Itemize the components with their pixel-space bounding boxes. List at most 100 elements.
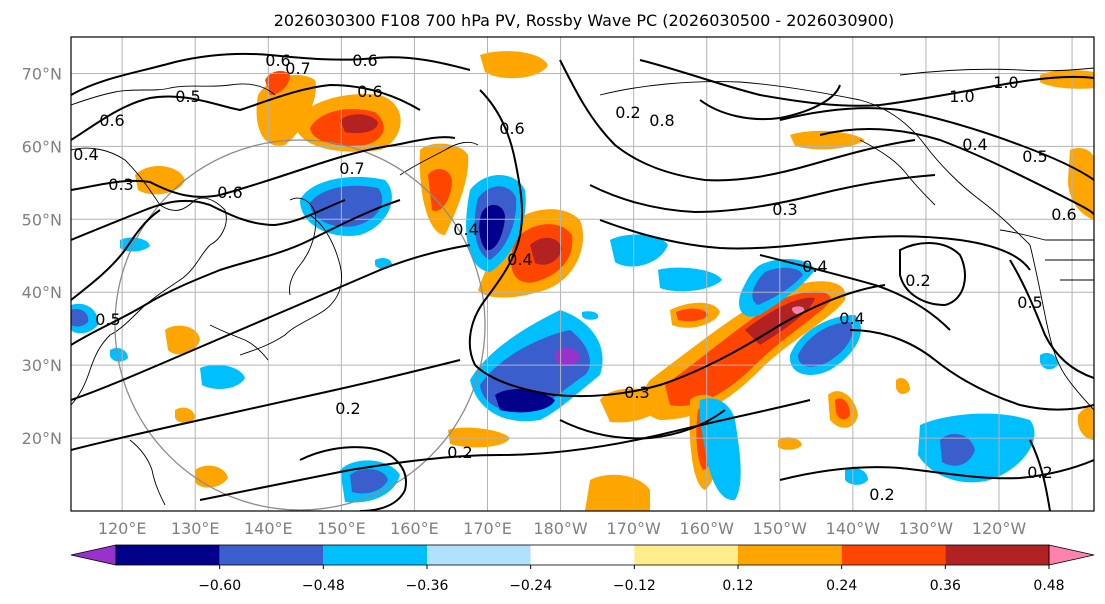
lon-label: 170°E bbox=[463, 519, 512, 538]
latitude-labels: 70°N 60°N 50°N 40°N 30°N 20°N bbox=[22, 64, 62, 448]
anomaly-blob-pos bbox=[778, 437, 802, 450]
contour-label: 0.5 bbox=[1022, 147, 1047, 166]
coastline bbox=[1045, 259, 1094, 281]
contour-line bbox=[71, 209, 161, 301]
contour-line bbox=[699, 84, 841, 121]
lon-label: 130°E bbox=[171, 519, 220, 538]
coastline bbox=[289, 197, 317, 296]
lat-label: 20°N bbox=[22, 429, 62, 448]
anomaly-blob-neg bbox=[752, 267, 803, 305]
contour-label: 0.6 bbox=[499, 119, 524, 138]
lon-label: 140°E bbox=[244, 519, 293, 538]
anomaly-blob-neg bbox=[71, 308, 89, 327]
contour-label: 0.2 bbox=[1027, 463, 1052, 482]
lon-label: 160°W bbox=[680, 519, 735, 538]
contour-line bbox=[639, 59, 1094, 107]
anomaly-blob-pos bbox=[428, 168, 452, 211]
colorbar-tick-label: 0.12 bbox=[722, 578, 753, 594]
contour-line bbox=[71, 359, 461, 451]
colorbar-tick-label: −0.60 bbox=[198, 578, 241, 594]
contour-label: 0.5 bbox=[95, 310, 120, 329]
lon-label: 170°W bbox=[606, 519, 661, 538]
contour-label: 0.3 bbox=[772, 200, 797, 219]
contour-line bbox=[71, 136, 456, 198]
lat-label: 60°N bbox=[22, 137, 62, 156]
anomaly-blob-neg bbox=[350, 468, 388, 494]
lat-label: 30°N bbox=[22, 356, 62, 375]
anomaly-blob-neg bbox=[555, 347, 580, 366]
contour-label: 0.7 bbox=[339, 159, 364, 178]
colorbar-segment bbox=[323, 545, 427, 565]
anomaly-blob-pos bbox=[676, 308, 708, 322]
colorbar-segment bbox=[945, 545, 1049, 565]
anomaly-blob-neg bbox=[918, 413, 1035, 483]
contour-label: 0.6 bbox=[217, 183, 242, 202]
contour-line bbox=[468, 89, 524, 366]
anomaly-blob-pos bbox=[530, 237, 562, 265]
lon-label: 120°W bbox=[972, 519, 1027, 538]
lon-label: 140°W bbox=[826, 519, 881, 538]
anomaly-blob-pos bbox=[896, 378, 910, 394]
coastline bbox=[71, 83, 276, 106]
contour-label: 0.6 bbox=[1051, 205, 1076, 224]
anomaly-blob-pos bbox=[175, 407, 195, 423]
colorbar-tick-label: −0.36 bbox=[406, 578, 449, 594]
contour-label: 0.4 bbox=[962, 135, 987, 154]
anomaly-blob-neg bbox=[310, 185, 383, 227]
colorbar-segment bbox=[427, 545, 531, 565]
colorbar-segment bbox=[738, 545, 842, 565]
contour-label: 0.4 bbox=[507, 250, 532, 269]
coastline bbox=[71, 147, 227, 406]
contour-line bbox=[71, 83, 421, 141]
colorbar-tick-label: −0.48 bbox=[302, 578, 345, 594]
colorbar-arrow-right bbox=[1048, 544, 1095, 566]
anomaly-blob-neg bbox=[479, 204, 505, 251]
coastline bbox=[399, 141, 479, 176]
contour-line bbox=[779, 107, 1094, 181]
contour-label: 0.2 bbox=[447, 443, 472, 462]
contour-label: 1.0 bbox=[949, 87, 974, 106]
anomaly-blob-neg bbox=[940, 434, 975, 466]
map-frame bbox=[70, 36, 1095, 512]
contour-label: 0.2 bbox=[905, 271, 930, 290]
coastline bbox=[239, 214, 343, 356]
colorbar-segment bbox=[530, 545, 635, 565]
anomaly-blob-pos bbox=[790, 130, 865, 150]
colorbar-tick-label: 0.36 bbox=[930, 578, 961, 594]
contour-label: 0.2 bbox=[335, 399, 360, 418]
contour-line bbox=[589, 174, 936, 214]
colorbar-segment bbox=[219, 545, 324, 565]
colorbar-tick-label: −0.24 bbox=[509, 578, 552, 594]
anomaly-blob-pos bbox=[600, 388, 665, 423]
coastline bbox=[129, 439, 166, 506]
colorbar-arrow-left bbox=[70, 544, 117, 566]
colorbar-frame bbox=[115, 544, 1050, 566]
anomaly-blob-neg bbox=[110, 347, 128, 362]
colorbar-segment bbox=[841, 545, 946, 565]
anomaly-blob-neg bbox=[495, 388, 555, 413]
colorbar bbox=[70, 544, 1095, 566]
anomaly-blob-pos bbox=[448, 427, 510, 448]
lon-label: 150°W bbox=[753, 519, 808, 538]
colorbar-segment bbox=[116, 545, 220, 565]
graticule bbox=[71, 37, 1094, 511]
anomaly-blob-pos bbox=[835, 398, 850, 420]
coastline bbox=[899, 67, 1094, 76]
contour-line bbox=[199, 399, 811, 501]
colorbar-tick-label: −0.12 bbox=[613, 578, 656, 594]
domain-circle bbox=[114, 139, 486, 511]
map-area: 0.60.7 0.60.50.60.40.3 0.60.70.60.60.40.80… bbox=[71, 37, 1094, 511]
contour-line bbox=[559, 59, 916, 182]
contour-line bbox=[899, 242, 966, 307]
lon-label: 180°W bbox=[533, 519, 588, 538]
anomaly-blob-pos bbox=[1040, 70, 1094, 89]
anomaly-blob-neg bbox=[582, 311, 599, 320]
contour-label: 0.6 bbox=[265, 51, 290, 70]
contour-label: 0.5 bbox=[175, 87, 200, 106]
anomaly-blob-neg bbox=[798, 322, 853, 367]
anomaly-blob-neg bbox=[845, 468, 868, 485]
colorbar-segment bbox=[634, 545, 738, 565]
contour-line bbox=[71, 52, 471, 96]
longitude-labels: 120°E 130°E 140°E 150°E 160°E 170°E 180°W 170°W… bbox=[98, 519, 1027, 538]
anomaly-blob-pos bbox=[480, 51, 548, 79]
